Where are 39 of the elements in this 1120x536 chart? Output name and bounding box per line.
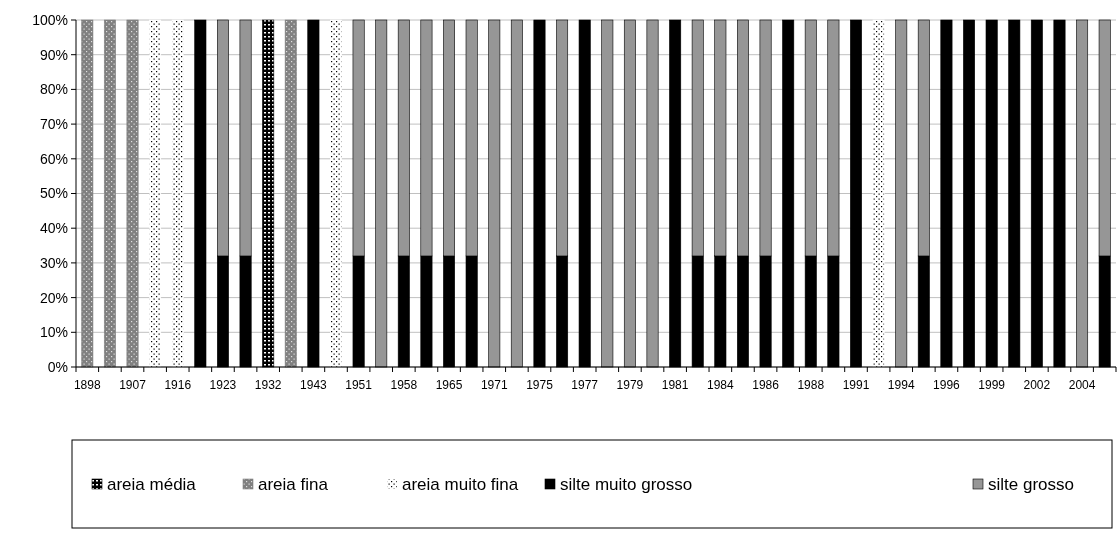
- x-tick-label: 1932: [254, 378, 282, 392]
- y-tick-label: 100%: [32, 11, 68, 28]
- y-tick-label: 70%: [39, 116, 68, 132]
- legend-label: areia muito fina: [402, 474, 519, 494]
- y-tick-label: 90%: [39, 46, 68, 63]
- y-tick-label: 10%: [39, 324, 68, 341]
- x-tick-label: 1984: [707, 378, 735, 392]
- x-tick-label: 1965: [435, 378, 463, 392]
- x-tick-label: 1958: [390, 378, 418, 392]
- x-tick-label: 1988: [797, 378, 825, 392]
- x-tick-label: 1979: [616, 378, 644, 392]
- legend-label: areia média: [107, 474, 197, 494]
- x-tick-label: 1971: [480, 378, 508, 392]
- x-tick-label: 1943: [300, 378, 328, 392]
- y-tick-label: 0%: [47, 358, 68, 375]
- x-tick-label: 1996: [933, 378, 961, 392]
- y-tick-label: 50%: [39, 185, 68, 202]
- x-tick-label: 1951: [345, 378, 373, 392]
- legend-label: areia fina: [258, 474, 329, 494]
- y-tick-label: 80%: [39, 81, 68, 98]
- x-tick-label: 1991: [842, 378, 870, 392]
- x-tick-label: 1977: [571, 378, 599, 392]
- x-tick-label: 1986: [752, 378, 780, 392]
- x-tick-label: 1907: [119, 378, 147, 392]
- x-tick-label: 1916: [164, 378, 192, 392]
- y-tick-label: 20%: [39, 289, 68, 306]
- x-tick-label: 2004: [1068, 378, 1096, 392]
- y-tick-label: 60%: [39, 150, 68, 167]
- x-tick-label: 2002: [1023, 378, 1051, 392]
- x-tick-label: 1981: [661, 378, 689, 392]
- x-tick-label: 1898: [73, 378, 101, 392]
- x-tick-label: 1975: [526, 378, 554, 392]
- x-tick-label: 1999: [978, 378, 1006, 392]
- x-tick-label: 1994: [887, 378, 915, 392]
- legend-label: silte grosso: [988, 474, 1074, 494]
- y-tick-label: 40%: [39, 220, 68, 237]
- y-tick-label: 30%: [39, 254, 68, 271]
- legend-label: silte muito grosso: [560, 474, 693, 494]
- x-tick-label: 1923: [209, 378, 237, 392]
